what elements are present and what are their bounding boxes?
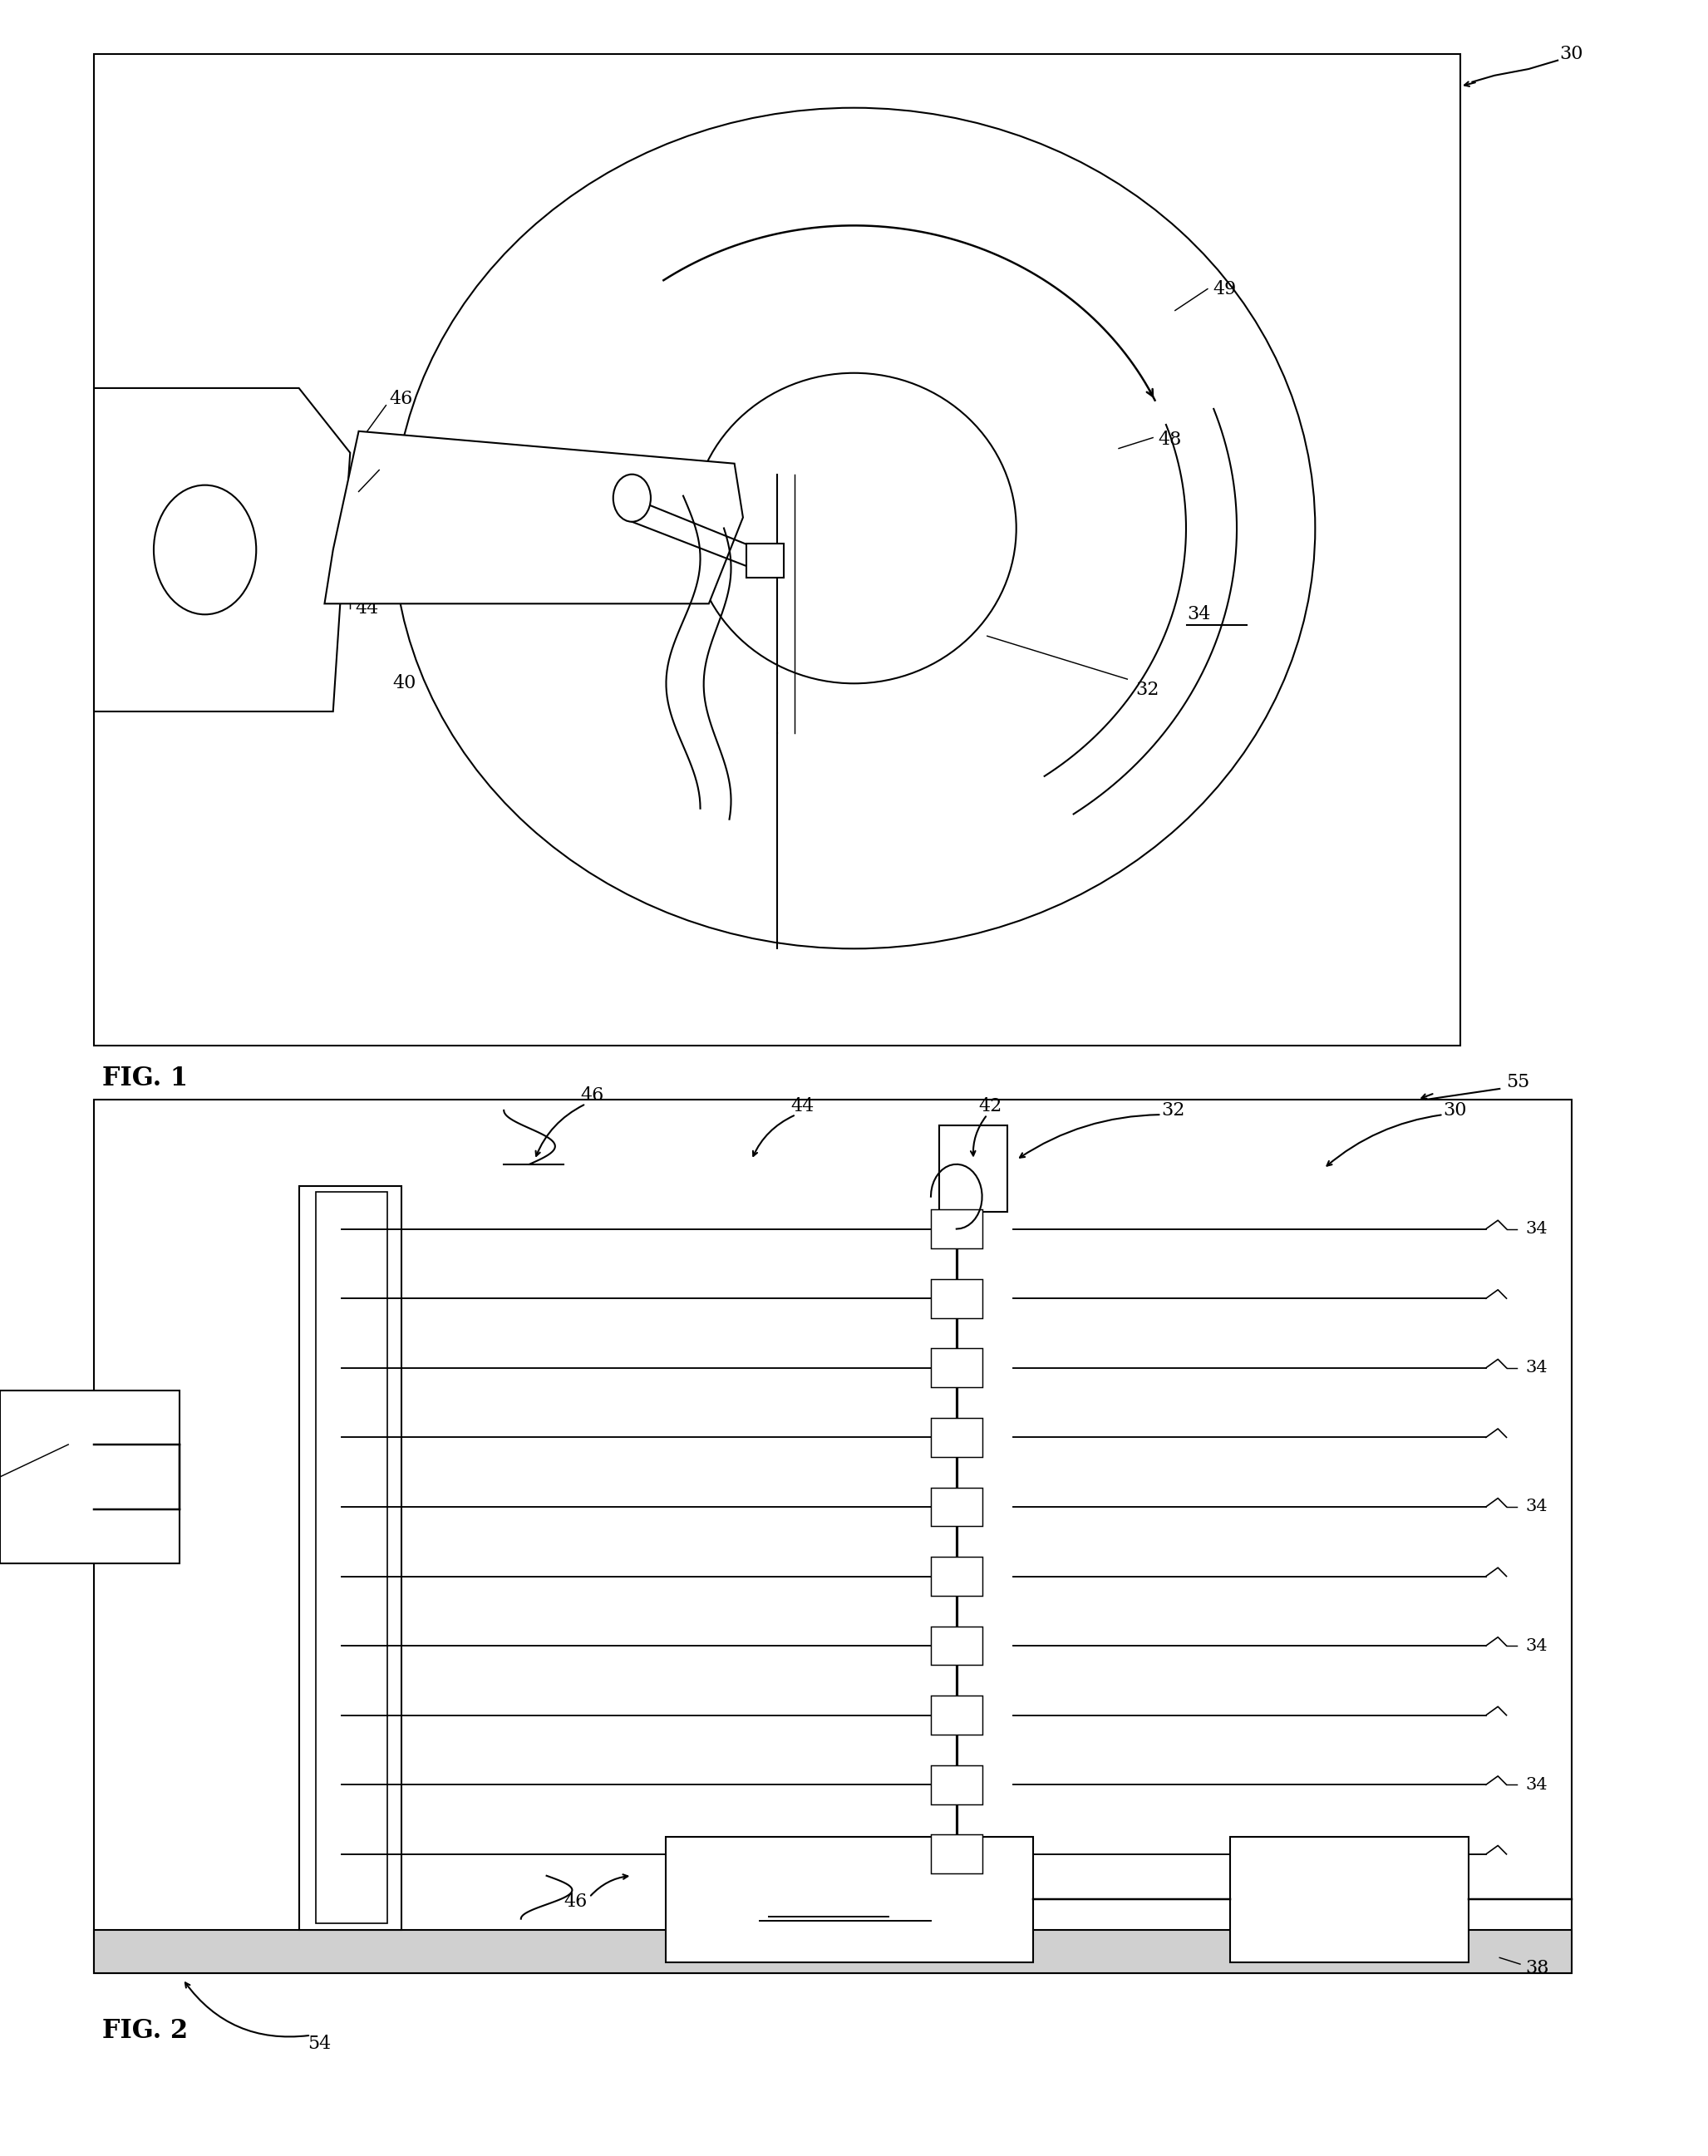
Bar — [931, 1488, 982, 1526]
Ellipse shape — [613, 474, 651, 522]
Text: 34: 34 — [1525, 1777, 1547, 1792]
Text: 34: 34 — [1187, 606, 1211, 623]
Text: Processing
Circuitry: Processing Circuitry — [51, 1462, 128, 1492]
Text: 42: 42 — [979, 1097, 1003, 1115]
Text: 30: 30 — [1559, 45, 1583, 63]
Text: 55: 55 — [1506, 1074, 1530, 1091]
Text: 34: 34 — [1525, 1639, 1547, 1654]
Text: 44: 44 — [355, 599, 379, 617]
Bar — [666, 1837, 1033, 1962]
Bar — [746, 543, 784, 578]
Text: 54: 54 — [307, 2035, 331, 2053]
Text: 34: 34 — [1525, 1220, 1547, 1238]
Text: 34: 34 — [1525, 1498, 1547, 1516]
Bar — [931, 1557, 982, 1595]
Text: 48: 48 — [1158, 431, 1182, 448]
Bar — [94, 54, 1460, 1046]
Bar — [931, 1348, 982, 1386]
Ellipse shape — [393, 108, 1315, 949]
Text: 30: 30 — [1443, 1102, 1467, 1119]
Polygon shape — [325, 431, 743, 604]
Bar — [0, 1391, 179, 1563]
Bar — [299, 1186, 401, 1930]
Text: Motor
Controller: Motor Controller — [1313, 1884, 1385, 1915]
Bar — [931, 1835, 982, 1874]
Text: 38: 38 — [1525, 1960, 1549, 1977]
Bar — [931, 1419, 982, 1457]
Bar — [931, 1279, 982, 1317]
Ellipse shape — [154, 485, 256, 614]
Bar — [94, 1930, 1571, 1973]
Text: 40: 40 — [393, 675, 417, 692]
Bar — [939, 1125, 1008, 1212]
Bar — [1230, 1837, 1469, 1962]
Text: 42: 42 — [384, 459, 408, 476]
Text: 44: 44 — [791, 1097, 815, 1115]
Text: 36: 36 — [839, 1891, 861, 1908]
Polygon shape — [94, 388, 350, 711]
Text: 49: 49 — [1213, 280, 1237, 298]
Text: 46: 46 — [581, 1087, 605, 1104]
Bar — [931, 1766, 982, 1805]
Bar — [931, 1697, 982, 1736]
Text: 50: 50 — [34, 1436, 58, 1453]
Text: 32: 32 — [1161, 1102, 1185, 1119]
Text: 46: 46 — [564, 1893, 588, 1910]
Text: 32: 32 — [1136, 681, 1160, 699]
Text: 34: 34 — [1525, 1360, 1547, 1376]
Ellipse shape — [692, 373, 1016, 683]
Bar — [94, 1100, 1571, 1973]
Bar — [931, 1626, 982, 1664]
Text: FIG. 2: FIG. 2 — [102, 2018, 188, 2044]
Bar — [316, 1192, 388, 1923]
Text: 46: 46 — [389, 390, 413, 407]
Text: FIG. 1: FIG. 1 — [102, 1065, 188, 1091]
Bar — [931, 1210, 982, 1248]
